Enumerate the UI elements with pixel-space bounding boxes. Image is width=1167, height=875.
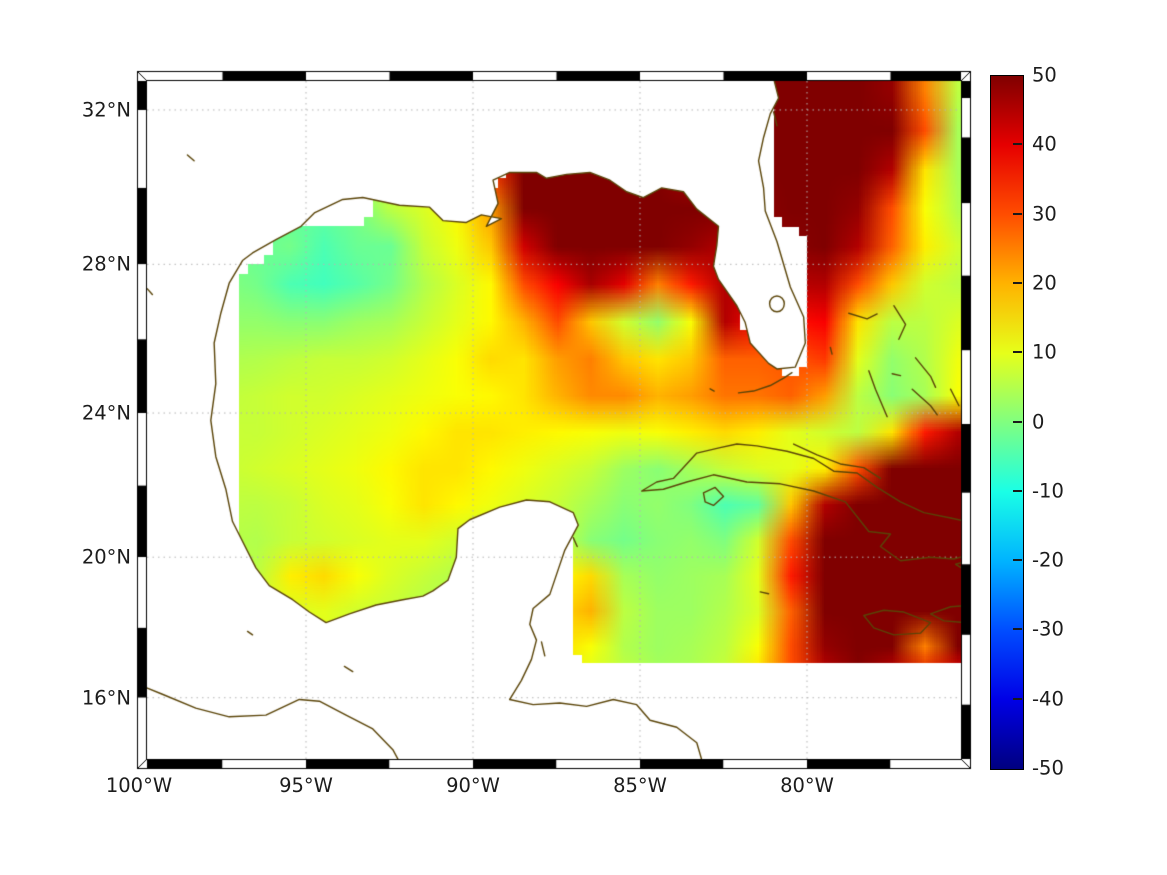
colorbar-tick-mark bbox=[1013, 351, 1022, 354]
colorbar-tick-mark bbox=[1013, 212, 1022, 215]
x-axis-tick-label: 100°W bbox=[105, 774, 173, 797]
colorbar-tick-mark bbox=[1013, 628, 1022, 631]
colorbar-tick-label: 20 bbox=[1032, 271, 1057, 295]
colorbar-tick-label: -50 bbox=[1032, 756, 1064, 780]
colorbar-tick-mark bbox=[1013, 697, 1022, 700]
colorbar-tick-label: -40 bbox=[1032, 687, 1064, 711]
y-axis-tick-label: 24°N bbox=[81, 401, 131, 425]
colorbar-tick-label: -30 bbox=[1032, 617, 1064, 641]
colorbar-tick-label: -20 bbox=[1032, 548, 1064, 572]
x-axis-tick-label: 80°W bbox=[780, 774, 834, 797]
x-axis-tick-label: 85°W bbox=[613, 774, 667, 797]
x-axis-tick-label: 95°W bbox=[279, 774, 333, 797]
colorbar-tick-label: -10 bbox=[1032, 479, 1064, 503]
colorbar-tick-label: 30 bbox=[1032, 202, 1057, 226]
colorbar bbox=[990, 75, 1024, 770]
y-axis-tick-label: 32°N bbox=[81, 98, 131, 122]
y-axis-tick-label: 20°N bbox=[81, 545, 131, 569]
colorbar-tick-label: 50 bbox=[1032, 63, 1057, 87]
colorbar-tick-mark bbox=[1013, 559, 1022, 562]
colorbar-tick-label: 10 bbox=[1032, 340, 1057, 364]
colorbar-tick-mark bbox=[1013, 420, 1022, 423]
colorbar-tick-mark bbox=[1013, 281, 1022, 284]
y-axis-tick-label: 16°N bbox=[81, 686, 131, 710]
colorbar-tick-mark bbox=[1013, 489, 1022, 492]
colorbar-tick-mark bbox=[1013, 143, 1022, 146]
x-axis-tick-label: 90°W bbox=[446, 774, 500, 797]
colorbar-tick-label: 0 bbox=[1032, 410, 1045, 433]
y-axis-tick-label: 28°N bbox=[81, 252, 131, 276]
colorbar-tick-label: 40 bbox=[1032, 132, 1057, 156]
